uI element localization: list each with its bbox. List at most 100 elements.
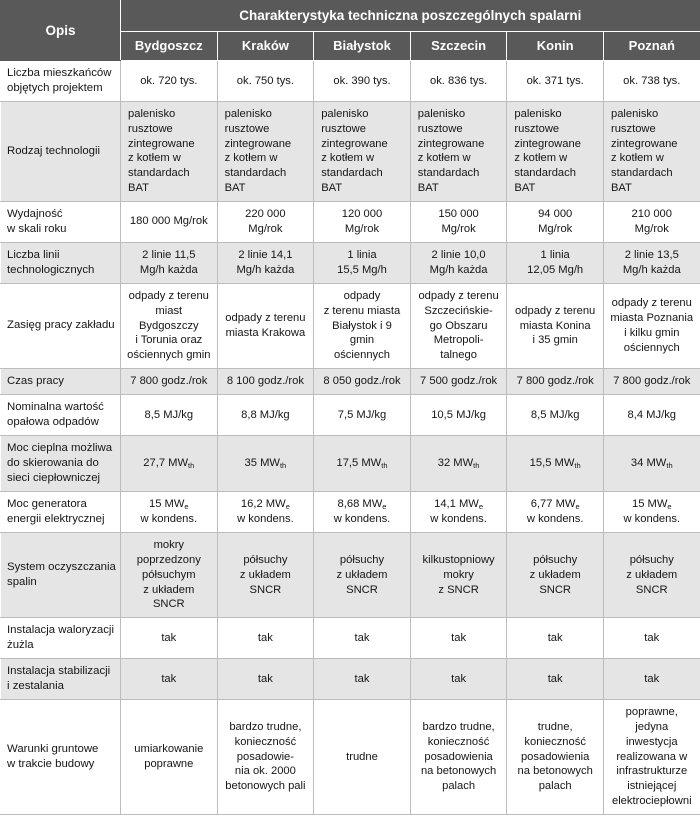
cell-r13-c3: trudne <box>314 700 411 814</box>
unit-subscript: th <box>473 461 479 470</box>
unit-subscript: e <box>479 502 483 511</box>
cell-r7-c4: 10,5 MJ/kg <box>410 394 507 435</box>
unit-subscript: th <box>381 461 387 470</box>
unit-subscript: e <box>184 502 188 511</box>
cell-r11-c5: tak <box>507 618 604 659</box>
cell-r7-c5: 8,5 MJ/kg <box>507 394 604 435</box>
cell-r1-c2: ok. 750 tys. <box>217 61 314 102</box>
row-label-2: Rodzaj technologii <box>1 102 121 202</box>
unit-subscript: e <box>575 502 579 511</box>
header-description-column: Opis <box>1 1 121 61</box>
table-header: Opis Charakterystyka techniczna poszczeg… <box>1 1 700 61</box>
cell-r6-c4: 7 500 godz./rok <box>410 368 507 394</box>
unit-subscript: e <box>667 502 671 511</box>
cell-r8-c3: 17,5 MWth <box>314 436 411 492</box>
header-city-1: Bydgoszcz <box>121 32 218 61</box>
cell-r1-c6: ok. 738 tys. <box>603 61 700 102</box>
header-group-title: Charakterystyka techniczna poszczególnyc… <box>121 1 700 32</box>
cell-r12-c5: tak <box>507 659 604 700</box>
cell-r6-c2: 8 100 godz./rok <box>217 368 314 394</box>
cell-r7-c3: 7,5 MJ/kg <box>314 394 411 435</box>
unit-subscript: e <box>286 502 290 511</box>
cell-r1-c4: ok. 836 tys. <box>410 61 507 102</box>
header-city-5: Konin <box>507 32 604 61</box>
cell-r8-c6: 34 MWth <box>603 436 700 492</box>
cell-r11-c3: tak <box>314 618 411 659</box>
unit-subscript: th <box>574 461 580 470</box>
cell-r12-c1: tak <box>121 659 218 700</box>
header-city-6: Poznań <box>603 32 700 61</box>
spec-table-container: Opis Charakterystyka techniczna poszczeg… <box>0 0 700 685</box>
unit-suffix: w kondens. <box>610 512 694 527</box>
cell-r6-c5: 7 800 godz./rok <box>507 368 604 394</box>
cell-r7-c2: 8,8 MJ/kg <box>217 394 314 435</box>
cell-r6-c1: 7 800 godz./rok <box>121 368 218 394</box>
unit-suffix: w kondens. <box>320 512 404 527</box>
cell-r8-c5: 15,5 MWth <box>507 436 604 492</box>
cell-r1-c1: ok. 720 tys. <box>121 61 218 102</box>
cell-r11-c1: tak <box>121 618 218 659</box>
row-label-6: Czas pracy <box>1 368 121 394</box>
cell-r7-c1: 8,5 MJ/kg <box>121 394 218 435</box>
cell-r3-c1: 180 000 Mg/rok <box>121 201 218 242</box>
cell-r6-c6: 7 800 godz./rok <box>603 368 700 394</box>
cell-r11-c6: tak <box>603 618 700 659</box>
unit-suffix: w kondens. <box>127 512 211 527</box>
header-row-group: Opis Charakterystyka techniczna poszczeg… <box>1 1 700 32</box>
cell-r12-c6: tak <box>603 659 700 700</box>
cell-r12-c3: tak <box>314 659 411 700</box>
header-city-3: Białystok <box>314 32 411 61</box>
cell-r1-c3: ok. 390 tys. <box>314 61 411 102</box>
row-label-5: Zasięg pracy zakładu <box>1 283 121 368</box>
unit-subscript: th <box>666 461 672 470</box>
